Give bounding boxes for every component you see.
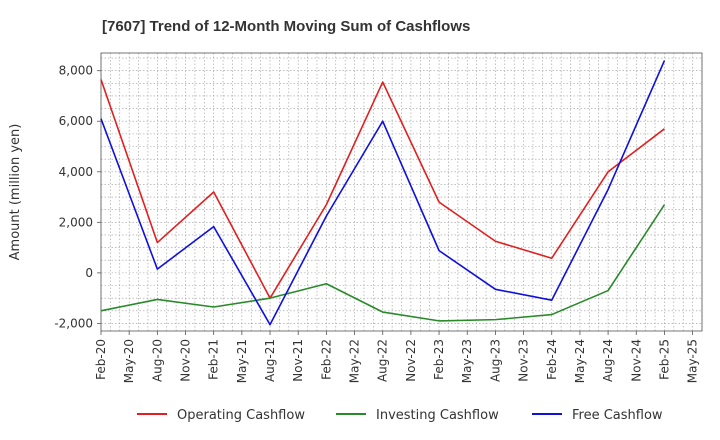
- x-tick-label: Feb-25: [657, 339, 671, 380]
- x-tick-label: Nov-21: [291, 339, 305, 382]
- x-tick-label: Feb-20: [94, 339, 108, 380]
- y-tick-label: 2,000: [59, 215, 93, 229]
- x-tick-label: Aug-23: [488, 339, 502, 382]
- series-line-3: [100, 60, 666, 326]
- x-tick-label: May-24: [573, 339, 587, 383]
- series-line-1: [100, 79, 665, 299]
- y-axis-label: Amount (million yen): [8, 124, 23, 261]
- y-tick-label: -2,000: [54, 316, 93, 330]
- x-tick-label: Aug-21: [263, 339, 277, 382]
- x-tick-label: May-22: [348, 339, 362, 383]
- grid: [100, 53, 703, 331]
- x-tick-label: May-23: [460, 339, 474, 383]
- y-tick-label: 6,000: [59, 114, 93, 128]
- plot-area: [101, 53, 702, 331]
- x-tick-label: Nov-20: [179, 339, 193, 382]
- series-line-2: [100, 204, 666, 322]
- legend-label: Investing Cashflow: [376, 408, 499, 423]
- series-group: [100, 60, 666, 326]
- legend-label: Operating Cashflow: [177, 408, 305, 423]
- x-tick-label: Nov-22: [404, 339, 418, 382]
- x-tick-label: Aug-24: [601, 339, 615, 382]
- x-tick-label: Feb-23: [432, 339, 446, 380]
- legend: Operating Cashflow Investing Cashflow Free…: [137, 408, 663, 423]
- x-axis: Feb-20 May-20 Aug-20 Nov-20 Feb-21 May-21 Aug-…: [94, 331, 700, 383]
- x-tick-label: Feb-22: [319, 339, 333, 380]
- plot-frame: [100, 52, 703, 332]
- y-tick-label: 0: [85, 266, 93, 280]
- y-tick-label: 8,000: [59, 64, 93, 78]
- x-tick-label: Aug-20: [150, 339, 164, 382]
- x-tick-label: May-25: [686, 339, 700, 383]
- x-tick-label: May-20: [122, 339, 136, 383]
- x-tick-label: Nov-24: [629, 339, 643, 382]
- x-tick-label: Aug-22: [376, 339, 390, 382]
- x-tick-label: Nov-23: [517, 339, 531, 382]
- x-tick-label: Feb-24: [545, 339, 559, 380]
- y-axis: -2,000 0 2,000 4,000 6,000 8,000: [54, 64, 101, 330]
- chart-title: [7607] Trend of 12-Month Moving Sum of C…: [102, 18, 470, 35]
- legend-label: Free Cashflow: [572, 408, 663, 423]
- x-tick-label: May-21: [235, 339, 249, 383]
- x-tick-label: Feb-21: [207, 339, 221, 380]
- y-tick-label: 4,000: [59, 165, 93, 179]
